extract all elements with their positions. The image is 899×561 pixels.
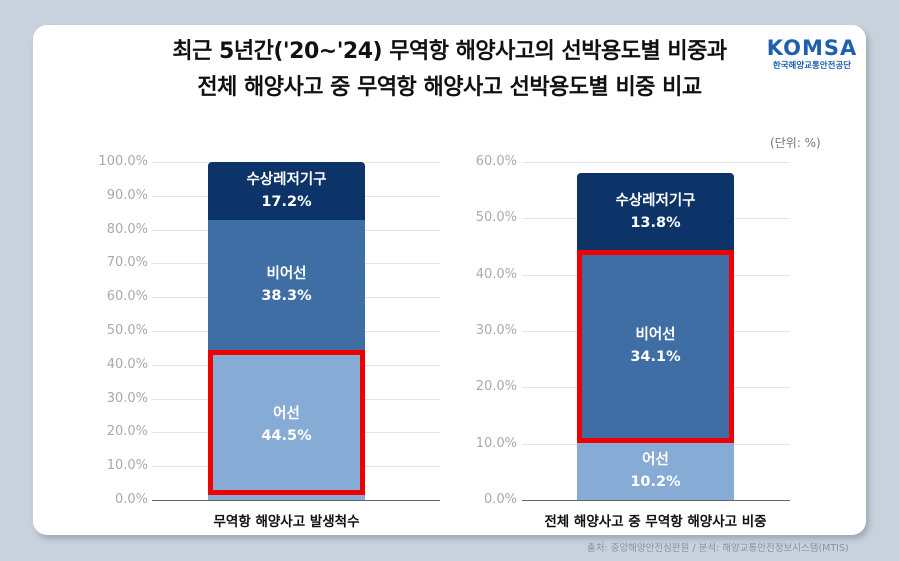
segment-fishing: 어선 44.5% [208,349,365,500]
logo-subtitle: 한국해양교통안전공단 [772,61,852,71]
segment-value: 13.8% [630,214,681,231]
title-line-2: 전체 해양사고 중 무역항 해양사고 선박용도별 비중 비교 [197,75,702,100]
segment-value: 44.5% [261,427,312,444]
y-axis-tick-label: 20.0% [475,379,517,395]
y-axis-tick-label: 70.0% [106,255,148,271]
source-note: 출처: 중앙해양안전심판원 / 분석: 해양교통안전정보시스템(MTIS) [587,543,849,554]
y-axis-tick-label: 50.0% [475,210,517,226]
segment-non-fishing: 비어선 34.1% [577,250,734,443]
page-title: 최근 5년간('20~'24) 무역항 해양사고의 선박용도별 비중과 전체 해… [0,34,899,106]
segment-value: 17.2% [261,194,312,211]
x-axis-line [522,500,790,501]
segment-leisure: 수상레저기구 17.2% [208,162,365,221]
y-axis-tick-label: 80.0% [106,221,148,237]
segment-name: 비어선 [266,265,307,282]
segment-value: 10.2% [630,474,681,491]
x-axis-line [152,500,440,501]
y-axis-tick-label: 30.0% [106,390,148,406]
y-axis-tick-label: 0.0% [483,492,517,507]
y-axis-tick-label: 10.0% [475,435,517,451]
unit-label: (단위: %) [770,136,821,150]
gridline [522,162,790,163]
y-axis-tick-label: 90.0% [106,187,148,203]
y-axis-tick-label: 40.0% [106,356,148,372]
segment-name: 어선 [642,452,669,469]
y-axis-tick-label: 60.0% [475,154,517,169]
logo-wordmark: KOMSA [766,36,858,60]
segment-name: 어선 [273,405,300,422]
y-axis-tick-label: 30.0% [475,323,517,338]
segment-value: 34.1% [630,349,681,366]
segment-leisure: 수상레저기구 13.8% [577,172,734,251]
x-axis-category-label: 무역항 해양사고 발생척수 [213,514,360,530]
y-axis-tick-label: 100.0% [98,154,148,169]
title-line-1: 최근 5년간('20~'24) 무역항 해양사고의 선박용도별 비중과 [172,39,727,64]
segment-name: 비어선 [635,327,676,344]
y-axis-tick-label: 20.0% [106,424,148,440]
x-axis-category-label: 전체 해양사고 중 무역항 해양사고 비중 [544,514,767,530]
y-axis-tick-label: 10.0% [106,458,148,474]
segment-fishing: 어선 10.2% [577,442,734,500]
y-axis-tick-label: 40.0% [475,266,517,282]
komsa-logo: KOMSA 한국해양교통안전공단 [757,36,867,72]
y-axis-tick-label: 60.0% [106,289,148,305]
segment-non-fishing: 비어선 38.3% [208,220,365,350]
y-axis-tick-label: 50.0% [106,323,148,338]
y-axis-tick-label: 0.0% [114,492,148,507]
segment-name: 수상레저기구 [615,192,696,209]
segment-name: 수상레저기구 [246,172,327,189]
segment-value: 38.3% [261,287,312,304]
